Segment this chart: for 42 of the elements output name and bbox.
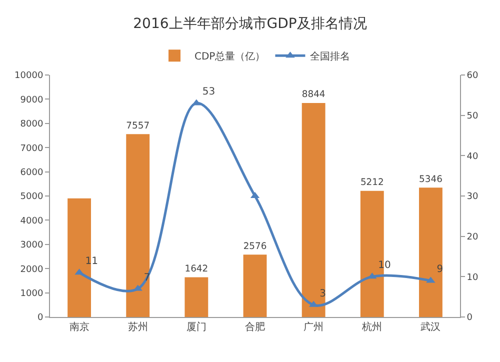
y-tick-label: 8000: [20, 120, 44, 130]
legend-label: 全国排名: [310, 50, 350, 63]
y-tick-label: 10000: [14, 71, 44, 82]
y-tick-label: 4000: [20, 216, 44, 226]
x-tick-label: 厦门: [186, 321, 206, 333]
data-label: 1642: [184, 264, 208, 274]
bar: [126, 134, 150, 317]
y2-tick-label: 40: [466, 152, 479, 162]
legend-label: CDP总量（亿）: [194, 50, 266, 63]
x-tick-label: 合肥: [245, 321, 265, 333]
data-label: 5346: [419, 174, 443, 185]
y2-tick-label: 30: [466, 192, 479, 202]
y-tick-label: 6000: [20, 168, 44, 178]
y-tick-label: 7000: [20, 144, 44, 154]
chart-title: 2016上半年部分城市GDP及排名情况: [133, 16, 367, 32]
y-tick-label: 1000: [20, 288, 44, 299]
x-tick-label: 武汉: [420, 321, 441, 333]
y2-tick-label: 60: [466, 71, 479, 82]
x-tick-label: 广州: [304, 321, 324, 333]
y-tick-label: 0: [37, 313, 44, 324]
data-label: 5212: [360, 177, 384, 188]
y2-tick-label: 0: [466, 313, 473, 324]
y2-tick-label: 20: [466, 232, 479, 242]
y-tick-label: 2000: [20, 264, 44, 275]
data-label: 2576: [243, 240, 267, 252]
y-tick-label: 5000: [20, 192, 44, 202]
x-tick-label: 苏州: [128, 321, 148, 333]
x-tick-label: 南京: [69, 321, 90, 333]
bar: [302, 102, 326, 317]
y2-tick-label: 50: [466, 111, 479, 122]
y2-tick-label: 10: [466, 272, 479, 283]
x-tick-label: 杭州: [361, 321, 382, 333]
data-label: 7557: [126, 120, 150, 132]
data-label: 53: [202, 86, 216, 98]
data-label: 9: [436, 264, 444, 276]
bar: [184, 277, 208, 317]
y-tick-label: 3000: [20, 240, 44, 251]
data-label: 8844: [302, 89, 326, 100]
data-label: 3: [320, 288, 326, 300]
bar: [419, 188, 442, 317]
bar: [243, 254, 267, 317]
y-tick-label: 9000: [20, 95, 44, 106]
